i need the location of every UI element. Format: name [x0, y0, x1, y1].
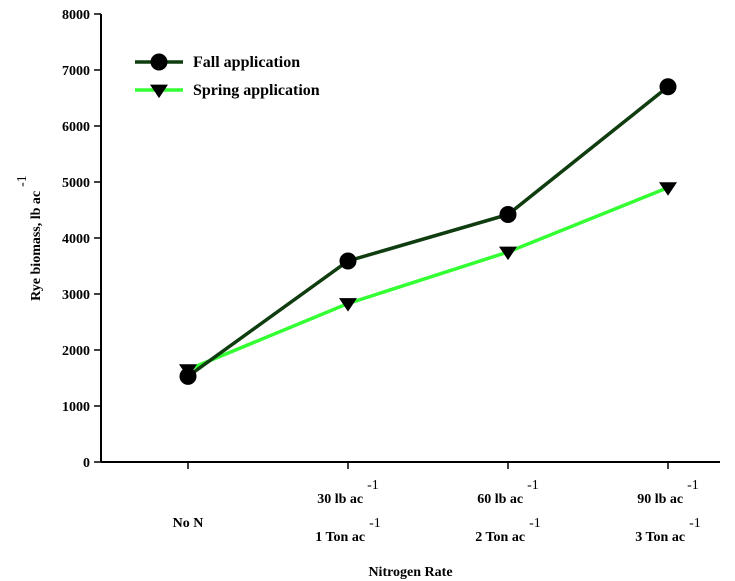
series-layer: [179, 78, 677, 385]
axes: 0 1000 2000 3000 4000 5000 6000 7000 8000 No N 30 …: [15, 8, 720, 580]
data-point: [339, 298, 357, 312]
x-axis-title: Nitrogen Rate: [368, 565, 452, 580]
series-line: [186, 85, 670, 378]
data-point: [179, 367, 197, 385]
data-point: [339, 252, 357, 270]
x-tick-label: 2 Ton ac-1: [475, 516, 540, 545]
y-tick-label: 4000: [62, 232, 90, 247]
legend: Fall application Spring application: [135, 53, 320, 99]
x-tick-label: No N: [173, 516, 204, 531]
x-tick-label: 90 lb ac-1: [637, 478, 699, 507]
data-point: [659, 182, 677, 196]
legend-marker: [150, 84, 168, 99]
series-line: [187, 185, 669, 372]
x-tick-label: 1 Ton ac-1: [315, 516, 380, 545]
legend-label: Spring application: [193, 82, 320, 99]
y-tick-label: 3000: [62, 288, 90, 303]
data-point: [499, 246, 517, 261]
x-tick-label: 60 lb ac-1: [477, 478, 539, 507]
y-tick-label: 7000: [62, 64, 90, 79]
y-tick-label: 8000: [62, 8, 90, 23]
y-tick-label: 1000: [62, 400, 90, 415]
y-tick-label: 0: [83, 456, 90, 471]
y-tick-label: 6000: [62, 120, 90, 135]
y-tick-label: 2000: [62, 344, 90, 359]
data-point: [659, 78, 677, 96]
y-axis-title: Rye biomass, lb ac-1: [15, 175, 44, 301]
legend-marker: [150, 53, 168, 71]
x-tick-label: 30 lb ac-1: [317, 478, 379, 507]
y-tick-label: 5000: [62, 176, 90, 191]
legend-label: Fall application: [193, 54, 300, 71]
x-tick-label: 3 Ton ac-1: [635, 516, 700, 545]
data-point: [499, 205, 517, 223]
